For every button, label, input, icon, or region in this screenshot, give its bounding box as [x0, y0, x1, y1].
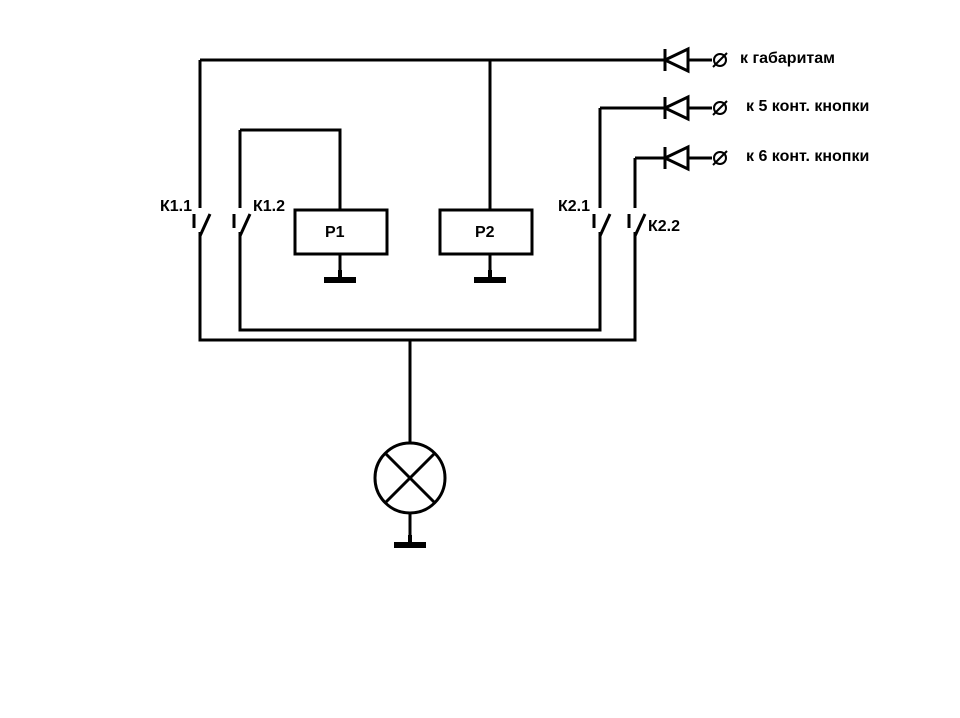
label-k22: К2.2	[648, 218, 680, 236]
label-p2: Р2	[475, 224, 495, 242]
label-out1: к габаритам	[740, 50, 835, 68]
label-k12: К1.2	[253, 198, 285, 216]
label-k21: К2.1	[558, 198, 590, 216]
label-p1: Р1	[325, 224, 345, 242]
label-out2: к 5 конт. кнопки	[746, 98, 869, 116]
label-out3: к 6 конт. кнопки	[746, 148, 869, 166]
label-k11: К1.1	[160, 198, 192, 216]
